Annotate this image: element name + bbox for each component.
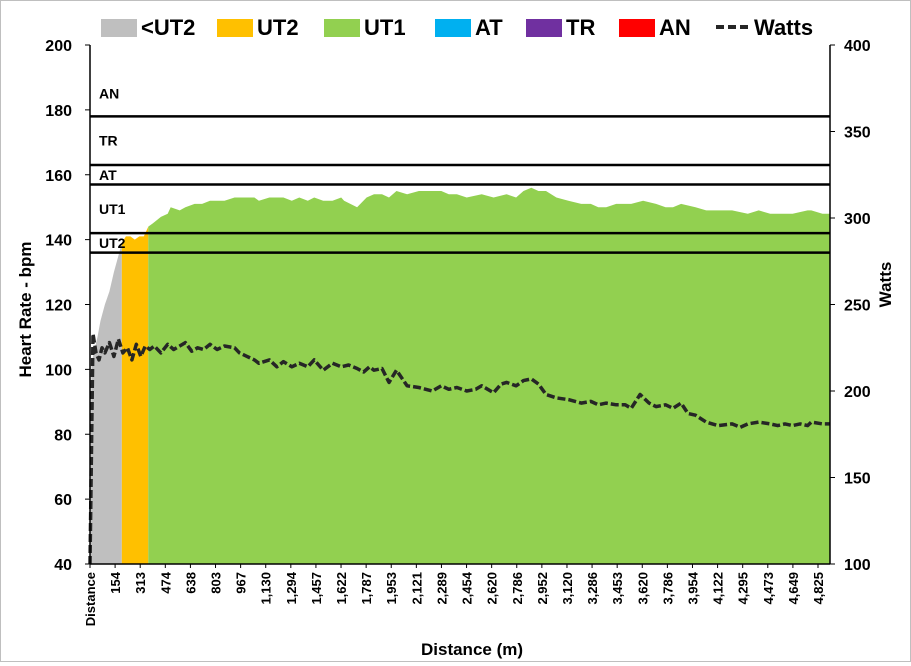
legend-swatch-an: [619, 19, 655, 37]
y-axis-title-left: Heart Rate - bpm: [16, 241, 35, 377]
x-tick-label: 2,121: [409, 572, 424, 605]
area-ut2: [121, 226, 149, 564]
x-tick-label: 2,620: [485, 572, 500, 605]
zone-label-tr: TR: [99, 133, 118, 149]
y-tick-left: 180: [45, 103, 72, 120]
x-tick-label: 1,457: [309, 572, 324, 605]
legend-swatch-tr: [526, 19, 562, 37]
x-axis-title: Distance (m): [421, 640, 523, 659]
legend-label-at: AT: [475, 15, 503, 40]
y-tick-left: 60: [54, 492, 72, 509]
x-tick-label: 1,294: [284, 571, 299, 604]
y-tick-left: 160: [45, 168, 72, 185]
legend-label-an: AN: [659, 15, 691, 40]
x-tick-label: 1,787: [359, 572, 374, 605]
legend-label-tr: TR: [566, 15, 595, 40]
zone-label-at: AT: [99, 167, 117, 183]
y-tick-left: 80: [54, 427, 72, 444]
x-tick-label: 474: [158, 571, 173, 593]
x-tick-label: 2,289: [434, 572, 449, 605]
x-tick-label: 638: [183, 572, 198, 594]
legend-swatch-ut1: [324, 19, 360, 37]
x-tick-label: 4,649: [786, 572, 801, 605]
legend-label-watts: Watts: [754, 15, 813, 40]
zone-label-an: AN: [99, 86, 119, 102]
area-ltut2: [90, 242, 122, 564]
legend-label-ltut2: <UT2: [141, 15, 195, 40]
y-tick-left: 100: [45, 362, 72, 379]
x-tick-label: 803: [209, 572, 224, 594]
y-tick-left: 40: [54, 557, 72, 574]
x-tick-label: 3,954: [686, 571, 701, 604]
x-tick-label: 1,130: [259, 572, 274, 605]
legend-swatch-ltut2: [101, 19, 137, 37]
x-tick-label: 2,454: [460, 571, 475, 604]
y-tick-right: 350: [844, 125, 871, 142]
y-tick-right: 200: [844, 384, 871, 401]
x-tick-label: 4,473: [761, 572, 776, 605]
zone-label-ut2: UT2: [99, 235, 126, 251]
legend-label-ut2: UT2: [257, 15, 299, 40]
area-ut1: [148, 187, 831, 564]
y-tick-right: 250: [844, 298, 871, 315]
y-tick-left: 120: [45, 298, 72, 315]
x-tick-label: 2,952: [535, 572, 550, 605]
y-tick-right: 150: [844, 471, 871, 488]
y-tick-right: 300: [844, 211, 871, 228]
y-tick-left: 140: [45, 233, 72, 250]
y-tick-right: 400: [844, 38, 871, 55]
x-tick-label: 4,825: [811, 572, 826, 605]
x-tick-label: 4,295: [736, 572, 751, 605]
y-tick-right: 100: [844, 557, 871, 574]
legend-label-ut1: UT1: [364, 15, 406, 40]
x-tick-label: 2,786: [510, 572, 525, 605]
x-tick-label: 1,622: [334, 572, 349, 605]
x-tick-label: 313: [133, 572, 148, 594]
zone-label-ut1: UT1: [99, 201, 126, 217]
legend-swatch-at: [435, 19, 471, 37]
y-axis-title-right: Watts: [876, 262, 895, 308]
x-tick-label: 967: [234, 572, 249, 594]
x-tick-label: 1,953: [384, 572, 399, 605]
watts-line: [88, 332, 830, 565]
x-tick-label: 3,453: [610, 572, 625, 605]
legend-swatch-ut2: [217, 19, 253, 37]
x-tick-label: 3,286: [585, 572, 600, 605]
x-tick-label: Distance: [83, 572, 98, 626]
x-tick-label: 4,122: [711, 572, 726, 605]
y-tick-left: 200: [45, 38, 72, 55]
x-tick-label: 3,786: [660, 572, 675, 605]
x-tick-label: 3,620: [635, 572, 650, 605]
x-tick-label: 3,120: [560, 572, 575, 605]
x-tick-label: 154: [108, 571, 123, 593]
